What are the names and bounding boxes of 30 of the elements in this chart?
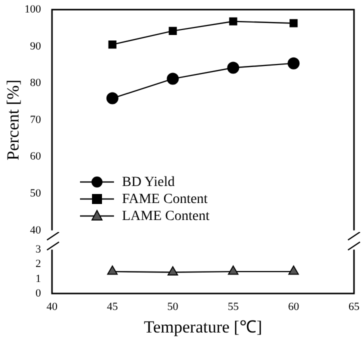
y-tick-label: 1 (36, 272, 41, 285)
point (106, 92, 118, 104)
y-tick-label: 70 (30, 114, 42, 126)
point (229, 17, 238, 26)
y-tick-label: 0 (36, 287, 42, 300)
x-tick-label: 65 (348, 300, 360, 313)
y-tick-label: 60 (30, 150, 42, 163)
point (227, 62, 240, 74)
x-tick-label: 60 (288, 300, 300, 313)
x-tick-label: 50 (167, 300, 179, 313)
point (168, 26, 177, 35)
legend-label: FAME Content (122, 190, 208, 208)
y-tick-label: 40 (30, 224, 42, 236)
point (288, 57, 300, 70)
point (166, 72, 179, 85)
legend-label: LAME Content (122, 208, 210, 225)
y-axis-title: Percent [%] (4, 80, 23, 160)
point (108, 40, 116, 49)
y-tick-label: 2 (36, 258, 41, 270)
y-tick-label: 100 (24, 3, 42, 16)
legend-label: BD Yield (122, 174, 175, 191)
x-axis-title: Temperature [℃] (144, 317, 262, 336)
x-tick-label: 45 (106, 300, 118, 313)
y-tick-label: 80 (30, 77, 42, 90)
x-tick-label: 40 (46, 300, 58, 313)
point (290, 19, 298, 28)
y-tick-label: 3 (36, 243, 42, 256)
x-tick-label: 55 (228, 300, 240, 313)
y-tick-label: 90 (30, 40, 42, 52)
y-tick-label: 50 (30, 187, 42, 200)
